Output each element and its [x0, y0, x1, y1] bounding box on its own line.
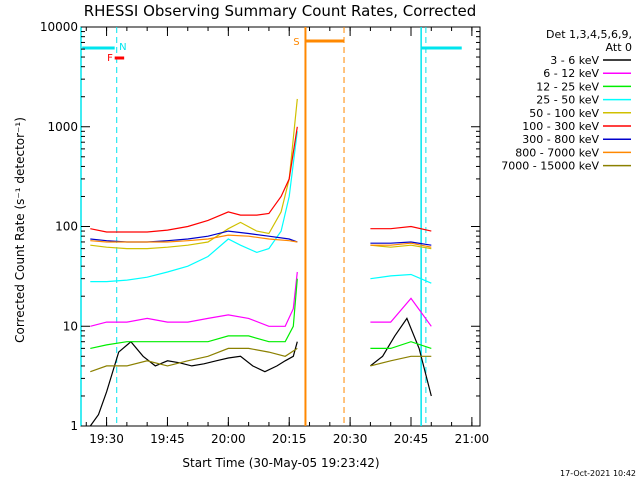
x-axis: 19:30 19:45 20:00 20:15 20:30 20:45 21:00: [85, 27, 490, 446]
legend-label: 50 - 100 keV: [529, 107, 599, 120]
legend-label: 25 - 50 keV: [536, 94, 599, 107]
legend-label: 6 - 12 keV: [543, 67, 599, 80]
night-flag-label: N: [119, 42, 126, 53]
legend-header: Det 1,3,4,5,6,9,: [546, 28, 632, 41]
x-tick-label: 19:30: [89, 432, 124, 446]
y-tick-label: 1: [70, 419, 78, 433]
plot-frame: [80, 26, 481, 427]
series-line-7: [90, 234, 298, 243]
saa-flag-label: S: [293, 37, 299, 48]
x-tick-label: 20:30: [333, 432, 368, 446]
flare-flag-label: F: [107, 53, 113, 64]
x-axis-label: Start Time (30-May-05 19:23:42): [182, 456, 379, 470]
series-line-6: [370, 241, 432, 246]
flag-layer: NF S: [80, 27, 462, 426]
y-tick-label: 10: [63, 319, 78, 333]
series-line-5: [370, 225, 432, 232]
series-line-1: [90, 271, 298, 327]
series-line-8: [90, 347, 298, 373]
series-line-0: [89, 340, 298, 427]
timestamp: 17-Oct-2021 10:42: [560, 469, 636, 478]
x-tick-label: 19:45: [150, 432, 185, 446]
y-axis: 1 10 100 1000 10000: [40, 20, 480, 433]
y-tick-label: 100: [55, 220, 78, 234]
series-line-3: [90, 131, 298, 283]
x-tick-label: 20:15: [272, 432, 307, 446]
series-line-5: [90, 126, 298, 233]
series-line-4: [90, 98, 298, 250]
series-layer: [89, 98, 432, 427]
legend-label: 800 - 7000 keV: [515, 146, 599, 159]
chart-title: RHESSI Observing Summary Count Rates, Co…: [84, 2, 477, 20]
series-line-2: [370, 341, 432, 349]
y-tick-label: 10000: [40, 20, 78, 34]
series-line-2: [90, 278, 298, 349]
y-axis-label: Corrected Count Rate (s⁻¹ detector⁻¹): [13, 117, 27, 343]
x-tick-label: 20:00: [211, 432, 246, 446]
x-tick-label: 21:00: [455, 432, 490, 446]
series-line-8: [370, 355, 432, 367]
series-line-4: [370, 244, 432, 250]
legend-label: 300 - 800 keV: [522, 133, 599, 146]
legend-label: 100 - 300 keV: [522, 120, 599, 133]
y-tick-label: 1000: [47, 120, 78, 134]
series-line-1: [370, 297, 432, 327]
series-line-7: [370, 242, 432, 248]
series-line-3: [370, 273, 432, 284]
x-tick-label: 20:45: [394, 432, 429, 446]
legend-attenuator: Att 0: [606, 41, 632, 54]
legend-label: 3 - 6 keV: [550, 54, 599, 67]
legend-label: 7000 - 15000 keV: [501, 160, 599, 173]
series-line-0: [370, 317, 432, 397]
legend-label: 12 - 25 keV: [536, 80, 599, 93]
plot-area: NF S: [80, 26, 481, 427]
